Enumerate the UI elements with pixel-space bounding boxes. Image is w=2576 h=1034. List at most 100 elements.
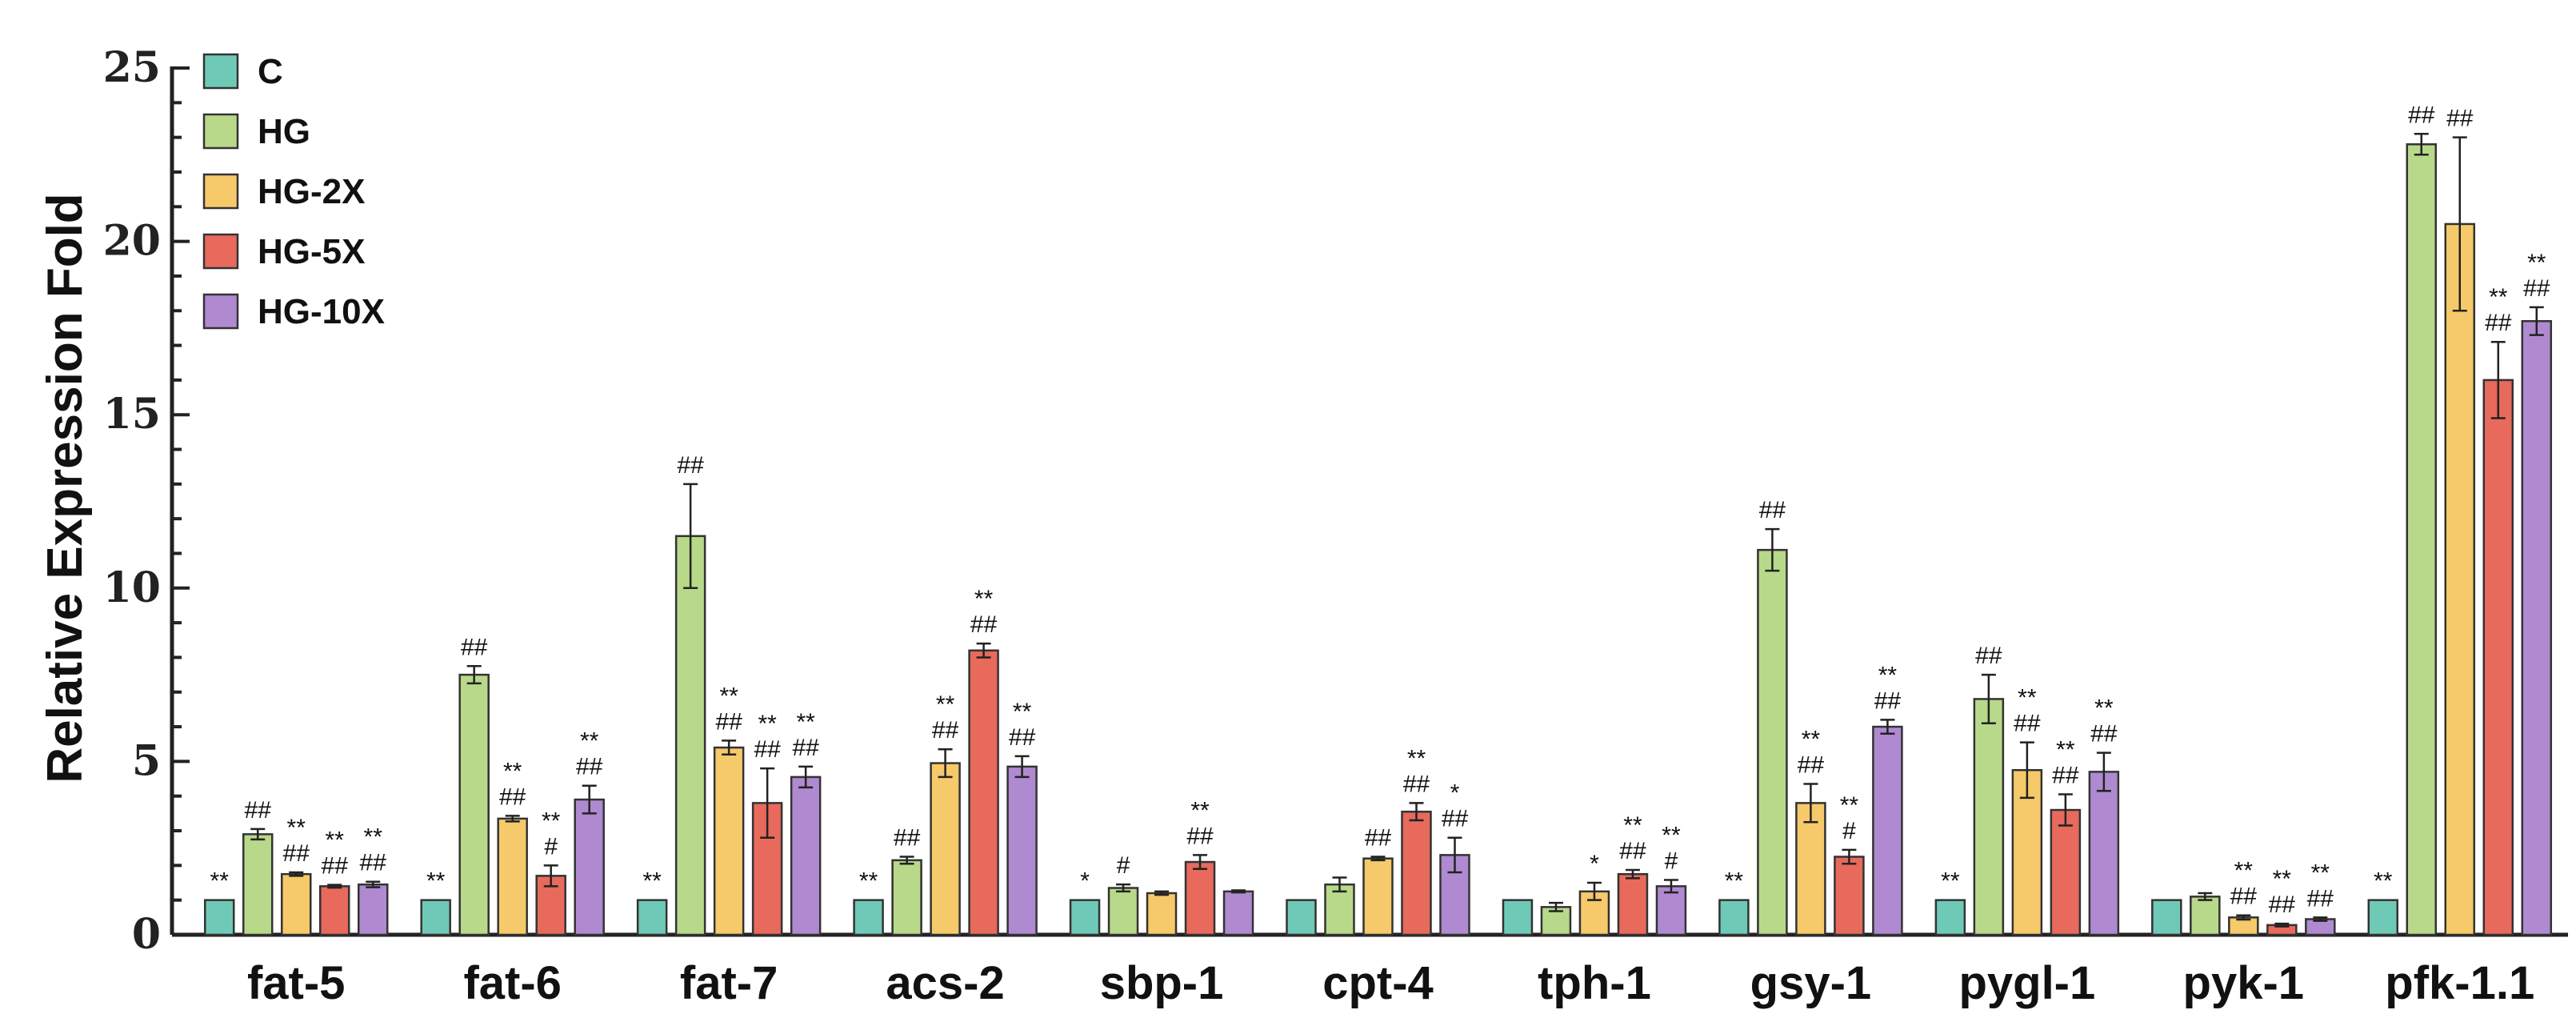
bar-fat-5-HG-2X [280,872,312,936]
significance-mark: ## [245,797,272,824]
significance-mark: ** [2489,284,2508,311]
bar-acs-2-HG-5X [968,649,999,936]
y-tick-label: 0 [132,910,161,959]
significance-mark: ## [283,840,310,867]
significance-mark: ## [499,784,526,810]
y-axis: 0 5 10 15 20 25 [103,43,190,959]
significance-mark: # [544,833,558,860]
x-category-label: pfk-1.1 [2385,957,2534,1009]
significance-mark: ## [1186,823,1214,849]
bar-pfk-1.1-HG [2406,143,2438,936]
significance-mark: ** [210,868,230,895]
significance-mark: ** [1840,792,1859,819]
bar-gsy-1-HG-2X [1795,802,1826,936]
x-category-label: pyk-1 [2183,957,2305,1009]
significance-mark: ## [754,736,781,763]
significance-mark: ## [1442,806,1469,832]
bar-fat-7-C [636,899,668,936]
significance-mark: ** [796,709,815,735]
x-category-label: gsy-1 [1750,957,1872,1009]
significance-mark: ## [2408,102,2435,128]
legend-swatch-C [202,53,239,90]
bar-gsy-1-HG [1757,548,1788,936]
significance-mark: ## [792,735,819,761]
significance-mark: ## [1798,752,1825,779]
significance-mark: ## [1759,497,1786,523]
significance-mark: ## [360,850,387,876]
x-category-label: cpt-4 [1322,957,1434,1009]
significance-mark: ## [970,611,998,638]
x-category-label: sbp-1 [1100,957,1224,1009]
significance-mark: ** [1878,662,1898,688]
significance-mark: ** [1013,699,1032,725]
bar-pfk-1.1-HG-5X [2482,379,2514,936]
y-axis-title: Relative Expression Fold [38,193,93,783]
significance-mark: ## [1365,825,1392,852]
significance-mark: ## [1975,643,2002,669]
bar-acs-2-C [853,899,884,936]
legend-label: HG-2X [258,172,365,211]
legend-label: C [258,52,283,91]
legend-label: HG-5X [258,232,365,271]
x-category-label: tph-1 [1538,957,1651,1009]
y-tick-label: 20 [103,217,161,266]
bar-fat-7-HG-2X [713,746,745,936]
bar-pfk-1.1-HG-2X [2444,222,2476,936]
significance-mark: ** [287,815,306,841]
bar-gsy-1-HG-10X [1872,725,1903,936]
x-category-label: fat-5 [247,957,345,1009]
x-category-label: acs-2 [886,957,1004,1009]
bar-pyk-1-HG [2190,896,2221,936]
y-tick-label: 25 [103,43,161,92]
bar-pygl-1-HG-5X [2050,808,2082,936]
significance-mark: ** [2374,868,2393,895]
significance-mark: ## [1619,838,1646,864]
legend-label: HG-10X [258,292,385,331]
significance-mark: ** [1662,823,1681,849]
significance-mark: ** [1802,727,1821,753]
bar-acs-2-HG [891,859,922,936]
bar-acs-2-HG-2X [930,762,961,936]
bar-fat-6-HG-2X [497,817,528,936]
bar-gsy-1-C [1718,899,1750,936]
bar-fat-5-C [203,899,235,936]
significance-mark: ## [715,708,742,735]
bar-fat-5-HG [242,833,274,936]
significance-mark: ** [1407,745,1426,771]
significance-mark: ** [580,728,599,755]
legend: C HG HG-2X HG-5X HG-10X [202,52,385,331]
bar-pygl-1-HG-2X [2011,768,2043,936]
significance-mark: ## [322,853,349,880]
bar-cpt-4-C [1286,899,1317,936]
significance-mark: ## [2523,275,2550,302]
significance-mark: ## [2485,310,2512,336]
significance-mark: ## [2269,892,2296,918]
significance-mark: * [1450,780,1460,807]
significance-mark: ** [859,868,878,895]
x-category-label: fat-6 [463,957,561,1009]
significance-mark: ## [932,717,959,743]
significance-mark: ** [326,828,345,854]
significance-mark: ** [936,691,955,718]
bar-sbp-1-HG [1107,887,1139,936]
bar-pyk-1-C [2151,899,2182,936]
bar-tph-1-HG-10X [1655,885,1687,936]
significance-mark: ** [758,711,777,737]
bar-tph-1-HG-5X [1617,872,1649,936]
significance-mark: ** [642,868,662,895]
significance-mark: # [1842,818,1856,844]
significance-mark: ## [1009,724,1036,751]
significance-mark: ** [426,868,446,895]
significance-mark: ** [2018,685,2037,711]
significance-mark: ## [576,754,603,780]
significance-mark: ** [1941,868,1960,895]
y-tick-label: 15 [103,390,161,439]
bar-fat-6-C [420,899,451,936]
legend-label: HG [258,112,310,151]
bar-fat-7-HG-10X [790,776,822,936]
significance-mark: ## [2230,884,2258,910]
significance-mark: ** [1725,868,1744,895]
bar-pygl-1-HG-10X [2088,771,2120,936]
significance-mark: # [1665,848,1678,875]
